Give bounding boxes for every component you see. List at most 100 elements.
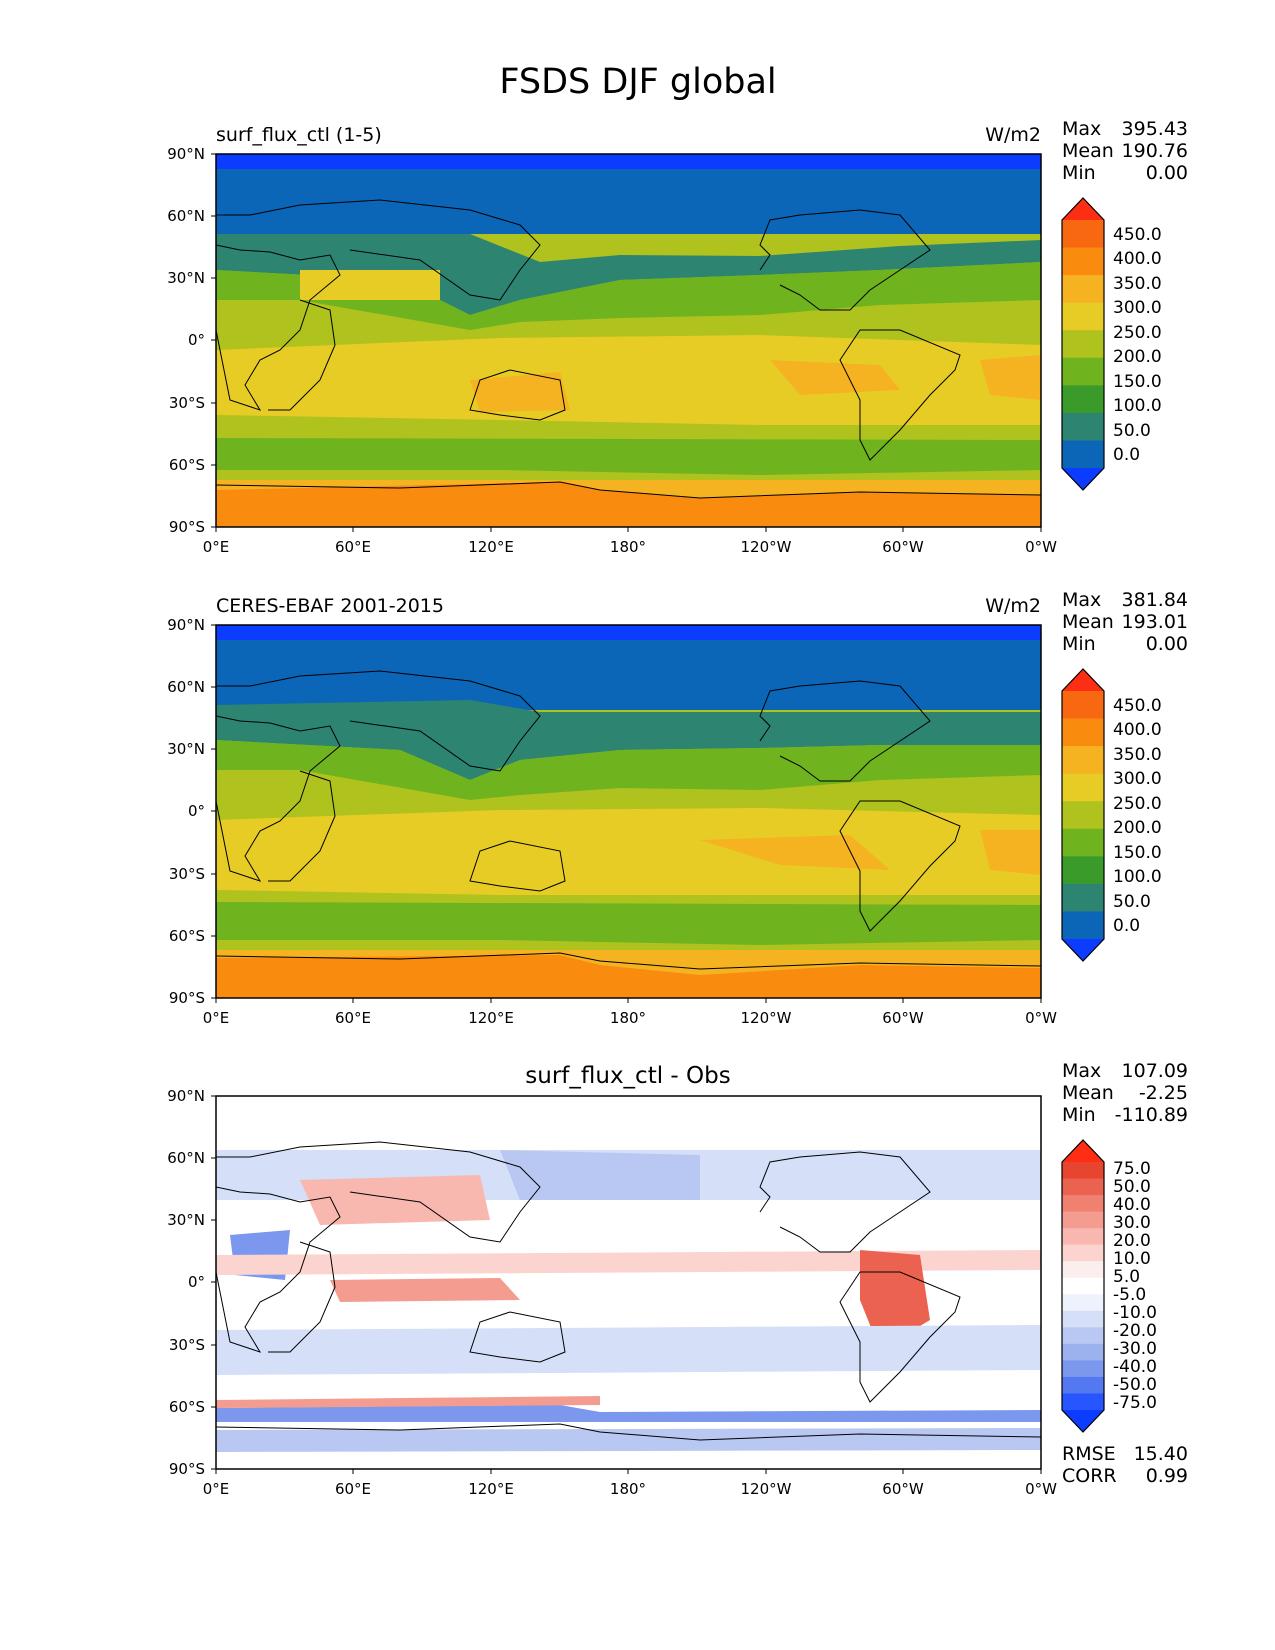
coast-australia <box>469 1311 566 1363</box>
colorbar-label: -75.0 <box>1113 1393 1157 1413</box>
stat-label: Max <box>1062 118 1101 140</box>
lon-tick-label: 120°E <box>468 538 514 556</box>
stat-value-max: 107.09 <box>1122 1060 1188 1082</box>
coast-north-america <box>759 680 931 782</box>
colorbar-label: 30.0 <box>1113 1213 1151 1233</box>
field-australia <box>470 372 570 412</box>
colorbar-label: 400.0 <box>1113 249 1162 269</box>
coast-australia <box>469 369 566 421</box>
colorbar-label: 50.0 <box>1113 1177 1151 1197</box>
colorbar-label: 250.0 <box>1113 794 1162 814</box>
stat-value-max: 381.84 <box>1122 589 1188 611</box>
lon-tick-label: 0°E <box>203 538 230 556</box>
field-band-pole-north <box>216 625 1041 640</box>
colorbar-extend-max <box>1062 1140 1104 1162</box>
coast-south-america <box>839 800 961 932</box>
lat-tick-label: 90°N <box>167 1087 205 1105</box>
lat-tick-label: 30°N <box>167 1211 205 1229</box>
panel-units: W/m2 <box>985 595 1041 617</box>
colorbar-cells <box>1061 668 1105 962</box>
colorbar-cell <box>1062 856 1104 885</box>
coast-africa-west <box>216 715 341 882</box>
colorbar-cell <box>1062 801 1104 830</box>
stat-value-mean: 193.01 <box>1122 611 1188 633</box>
field-pos-indian-ocean <box>330 1278 520 1302</box>
stat-label: Min <box>1062 633 1096 655</box>
lon-tick-label: 60°E <box>335 1480 371 1498</box>
panel-ref: CERES-EBAF 2001-2015 W/m2 <box>167 589 1188 1027</box>
map-field <box>216 625 1041 998</box>
colorbar-cell <box>1062 691 1104 720</box>
stat-label: Mean <box>1062 140 1114 162</box>
colorbar-cell <box>1062 275 1104 304</box>
lon-tick-label: 60°W <box>882 538 924 556</box>
colorbar-cell <box>1062 1178 1104 1196</box>
lat-tick-label: 60°N <box>167 678 205 696</box>
colorbar-cell <box>1062 1343 1104 1361</box>
panel-diff: surf_flux_ctl - Obs <box>167 1060 1188 1498</box>
colorbar-label: 200.0 <box>1113 347 1162 367</box>
colorbar-cell <box>1062 828 1104 857</box>
colorbar-label: 20.0 <box>1113 1231 1151 1251</box>
colorbar-cell <box>1062 385 1104 414</box>
coast-eurasia <box>216 199 541 301</box>
lon-ticks: 0°E 60°E 120°E 180° 120°W 60°W 0°W <box>203 1469 1057 1498</box>
colorbar-label: 0.0 <box>1113 916 1140 936</box>
colorbar-label: -40.0 <box>1113 1357 1157 1377</box>
lon-tick-label: 0°E <box>203 1480 230 1498</box>
coast-south-america <box>839 329 961 461</box>
coast-africa-east <box>268 299 336 411</box>
stat-value-mean: -2.25 <box>1139 1082 1188 1104</box>
colorbar-label: 5.0 <box>1113 1267 1140 1287</box>
field-band-subtrop-south <box>216 335 1041 425</box>
colorbar-label: 40.0 <box>1113 1195 1151 1215</box>
colorbar-label: 50.0 <box>1113 421 1151 441</box>
colorbar-cell <box>1062 1327 1104 1345</box>
coastlines <box>216 199 1041 499</box>
colorbar-label: 150.0 <box>1113 372 1162 392</box>
coast-antarctica <box>216 481 1041 499</box>
coast-antarctica <box>216 952 1041 970</box>
colorbar-cell <box>1062 883 1104 912</box>
field-antarctica <box>216 955 1041 998</box>
colorbar-label: 0.0 <box>1113 445 1140 465</box>
stats-block: Max 107.09 Mean -2.25 Min -110.89 <box>1062 1060 1188 1126</box>
colorbar-label: 75.0 <box>1113 1159 1151 1179</box>
coast-eurasia <box>216 670 541 772</box>
colorbar-cell <box>1062 1162 1104 1180</box>
panel-test: surf_flux_ctl (1-5) W/m2 <box>167 118 1188 556</box>
lat-tick-label: 60°N <box>167 1149 205 1167</box>
coast-africa-east <box>268 1241 336 1353</box>
colorbar-cell <box>1062 330 1104 359</box>
lat-ticks: 90°N 60°N 30°N 0° 30°S 60°S 90°S <box>167 616 216 1007</box>
stat-value-min: -110.89 <box>1115 1104 1188 1126</box>
metric-label: CORR <box>1062 1465 1117 1487</box>
lat-tick-label: 30°S <box>169 1336 205 1354</box>
stat-label: Min <box>1062 162 1096 184</box>
colorbar-label: 300.0 <box>1113 769 1162 789</box>
colorbar-label: 50.0 <box>1113 892 1151 912</box>
lat-tick-label: 90°S <box>169 989 205 1007</box>
colorbar-label: 300.0 <box>1113 298 1162 318</box>
field-band-subtrop-north <box>216 740 1041 800</box>
colorbar-cell <box>1062 220 1104 249</box>
stat-label: Max <box>1062 589 1101 611</box>
field-band-subtrop-north <box>216 262 1041 330</box>
field-pos-tropical-band <box>216 1250 1041 1275</box>
colorbar-cell <box>1062 718 1104 747</box>
field-band-midlat-north <box>216 700 1041 780</box>
colorbar: 75.0 50.0 40.0 30.0 20.0 10.0 5.0 -5.0 -… <box>1061 1139 1157 1433</box>
lat-tick-label: 60°N <box>167 207 205 225</box>
field-band-subtrop-south <box>216 808 1041 905</box>
lon-tick-label: 0°W <box>1025 538 1057 556</box>
field-band-storm-track <box>216 438 1041 475</box>
stat-label: Mean <box>1062 1082 1114 1104</box>
metrics-block: RMSE 15.40 CORR 0.99 <box>1062 1443 1188 1487</box>
lat-ticks: 90°N 60°N 30°N 0° 30°S 60°S 90°S <box>167 1087 216 1478</box>
colorbar-extend-min <box>1062 468 1104 490</box>
stat-label: Min <box>1062 1104 1096 1126</box>
metric-label: RMSE <box>1062 1443 1116 1465</box>
colorbar: 450.0 400.0 350.0 300.0 250.0 200.0 150.… <box>1061 668 1162 962</box>
lat-tick-label: 0° <box>188 802 205 820</box>
colorbar-label: 250.0 <box>1113 323 1162 343</box>
